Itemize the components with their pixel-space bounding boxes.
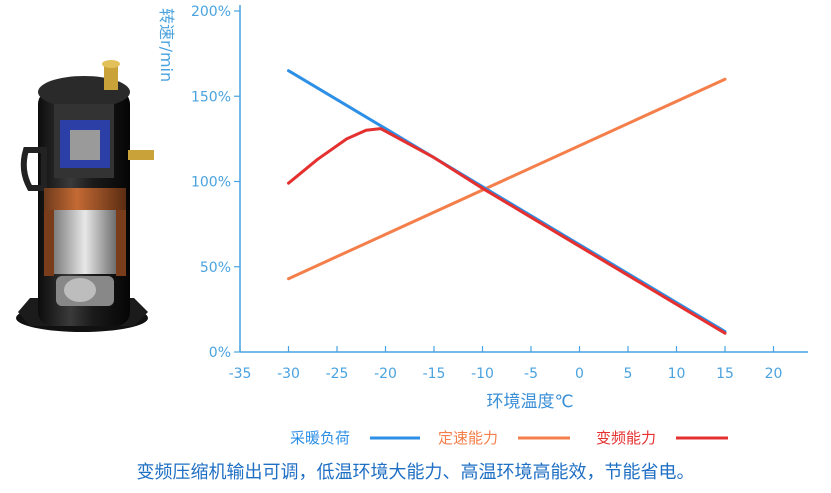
x-tick-label: -15 [423,366,446,382]
y-tick-label: 0% [209,345,231,361]
y-axis-title: 转速r/min [157,8,176,82]
x-tick-label: -35 [229,366,252,382]
x-tick-label: -10 [471,366,494,382]
x-tick-label: 15 [716,366,734,382]
legend-label-fixed-speed: 定速能力 [438,429,498,447]
y-tick-label: 100% [191,175,231,191]
x-tick-label: 10 [668,366,686,382]
series-lines [287,69,727,335]
x-tick-label: -25 [326,366,349,382]
series-line-fixed-speed [287,77,727,281]
x-tick-label: 0 [575,366,584,382]
y-tick-label: 50% [200,260,231,276]
x-tick-label: -30 [277,366,300,382]
caption: 变频压缩机输出可调，低温环境大能力、高温环境高能效，节能省电。 [136,462,695,483]
scroll-compressor-cutaway-icon [16,60,154,332]
x-tick-label: -20 [374,366,397,382]
x-ticks: -35 -30 -25 -20 -15 -10 -5 0 5 10 15 20 [229,346,783,382]
y-ticks: 0% 50% 100% 150% 200% [191,4,240,361]
x-tick-label: 5 [624,366,633,382]
x-tick-label: 20 [765,366,783,382]
legend: 采暖负荷 定速能力 变频能力 [290,429,728,447]
legend-label-inverter: 变频能力 [596,429,656,447]
legend-label-heating-load: 采暖负荷 [290,429,350,447]
x-tick-label: -5 [524,366,538,382]
y-tick-label: 150% [191,89,231,105]
x-axis-title: 环境温度℃ [486,392,573,412]
y-tick-label: 200% [191,4,231,20]
series-line-inverter [287,127,727,335]
